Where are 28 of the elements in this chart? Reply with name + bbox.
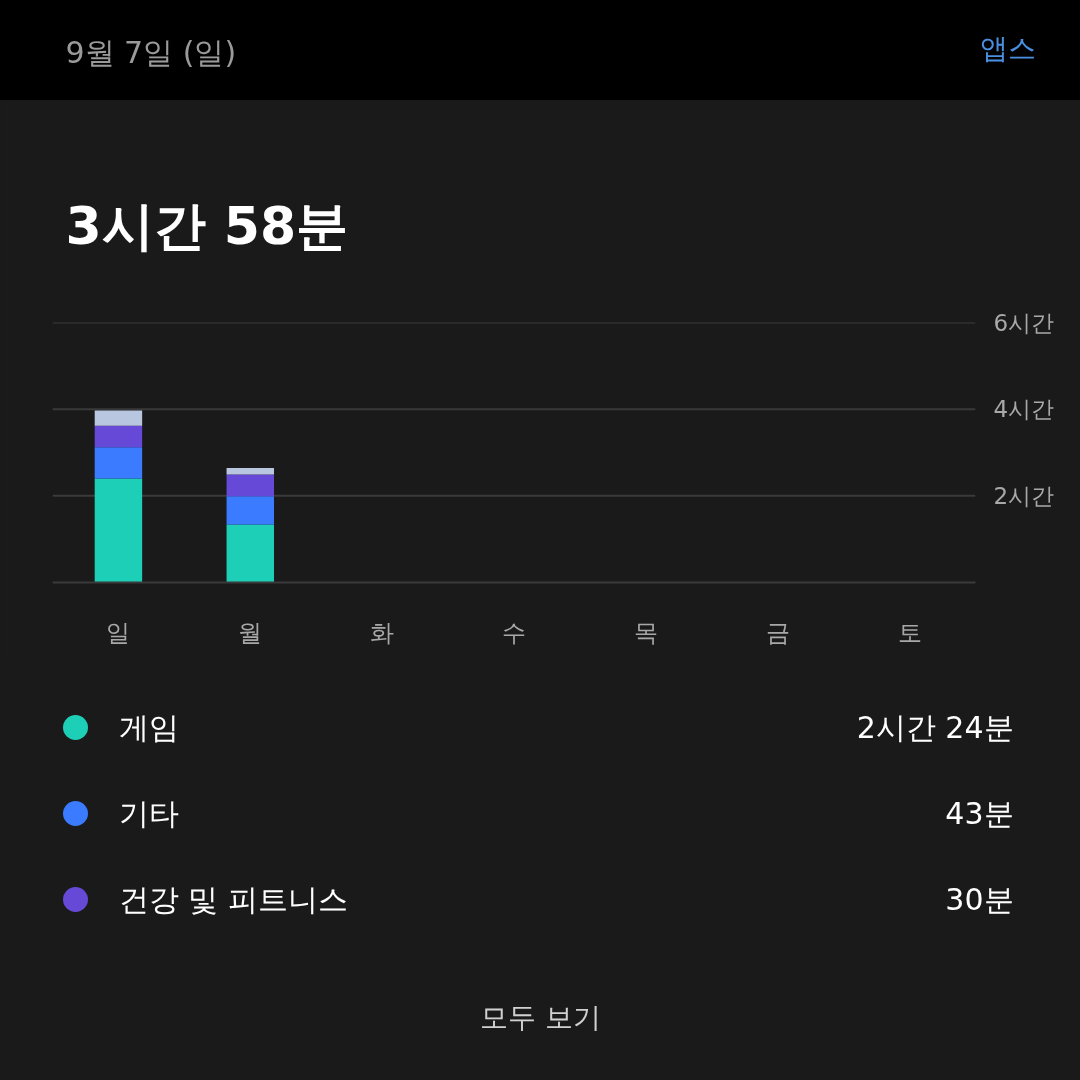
x-tick-label: 금 xyxy=(765,618,790,647)
x-tick-label: 월 xyxy=(238,618,263,647)
text: 모두 보기 xyxy=(480,1001,601,1034)
bar xyxy=(94,478,143,583)
text: 30분 xyxy=(945,882,1014,917)
legend-label: 게임 xyxy=(118,710,179,745)
bar xyxy=(94,447,143,479)
text: 앱스 xyxy=(979,32,1036,65)
bar xyxy=(226,474,275,497)
bar xyxy=(94,410,143,426)
y-tick-label: 6시간 xyxy=(993,309,1055,336)
x-tick-label: 목 xyxy=(633,618,658,647)
x-tick-label: 토 xyxy=(897,618,922,647)
y-tick-label: 4시간 xyxy=(993,396,1055,423)
y-tick-label: 2시간 xyxy=(993,482,1055,509)
bar xyxy=(226,524,275,583)
chart-title: 3시간 58분 xyxy=(65,196,349,256)
bar xyxy=(94,425,143,448)
text: 9월 7일 (일) xyxy=(65,35,237,70)
text: 43분 xyxy=(945,796,1014,831)
legend-label: 건강 및 피트니스 xyxy=(118,882,348,917)
x-tick-label: 일 xyxy=(106,618,131,647)
x-tick-label: 수 xyxy=(502,618,526,647)
x-tick-label: 화 xyxy=(370,618,395,647)
legend-label: 기타 xyxy=(118,796,179,831)
bar xyxy=(226,468,275,475)
bar xyxy=(226,496,275,525)
text: 2시간 24분 xyxy=(856,710,1014,745)
